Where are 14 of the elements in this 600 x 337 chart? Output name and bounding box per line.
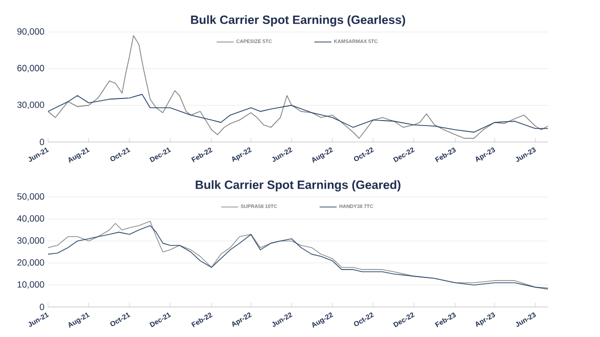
chart-title: Bulk Carrier Spot Earnings (Geared) xyxy=(196,180,400,192)
chart-title: Bulk Carrier Spot Earnings (Gearless) xyxy=(191,15,406,26)
y-tick-label: 50,000 xyxy=(17,193,44,201)
y-tick-label: 0 xyxy=(40,304,44,310)
y-tick-label: 60,000 xyxy=(17,64,44,72)
y-tick-label: 30,000 xyxy=(17,102,44,110)
y-tick-label: 20,000 xyxy=(17,259,44,267)
y-tick-label: 30,000 xyxy=(17,237,44,245)
y-tick-label: 40,000 xyxy=(17,215,44,223)
line-series xyxy=(48,94,548,133)
y-tick-label: 90,000 xyxy=(17,28,44,36)
line-series xyxy=(48,35,548,139)
y-tick-label: 10,000 xyxy=(18,281,44,289)
y-tick-label: 0 xyxy=(40,138,44,146)
